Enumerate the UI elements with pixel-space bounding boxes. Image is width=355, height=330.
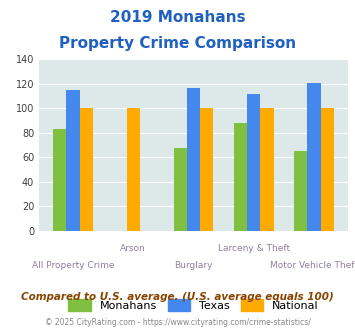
Text: Arson: Arson bbox=[120, 244, 146, 253]
Bar bbox=[66, 90, 80, 231]
Text: Larceny & Theft: Larceny & Theft bbox=[218, 244, 290, 253]
Bar bbox=[80, 109, 93, 231]
Text: © 2025 CityRating.com - https://www.cityrating.com/crime-statistics/: © 2025 CityRating.com - https://www.city… bbox=[45, 318, 310, 327]
Bar bbox=[234, 123, 247, 231]
Bar bbox=[53, 129, 66, 231]
Bar bbox=[307, 83, 321, 231]
Bar bbox=[247, 94, 260, 231]
Text: 2019 Monahans: 2019 Monahans bbox=[110, 10, 245, 25]
Legend: Monahans, Texas, National: Monahans, Texas, National bbox=[64, 295, 323, 315]
Bar bbox=[174, 148, 187, 231]
Bar bbox=[321, 109, 334, 231]
Bar bbox=[200, 109, 213, 231]
Text: Property Crime Comparison: Property Crime Comparison bbox=[59, 36, 296, 51]
Bar bbox=[127, 109, 140, 231]
Bar bbox=[294, 151, 307, 231]
Text: Motor Vehicle Theft: Motor Vehicle Theft bbox=[270, 261, 355, 270]
Bar bbox=[187, 87, 200, 231]
Text: Compared to U.S. average. (U.S. average equals 100): Compared to U.S. average. (U.S. average … bbox=[21, 292, 334, 302]
Bar bbox=[260, 109, 274, 231]
Text: Burglary: Burglary bbox=[174, 261, 213, 270]
Text: All Property Crime: All Property Crime bbox=[32, 261, 114, 270]
